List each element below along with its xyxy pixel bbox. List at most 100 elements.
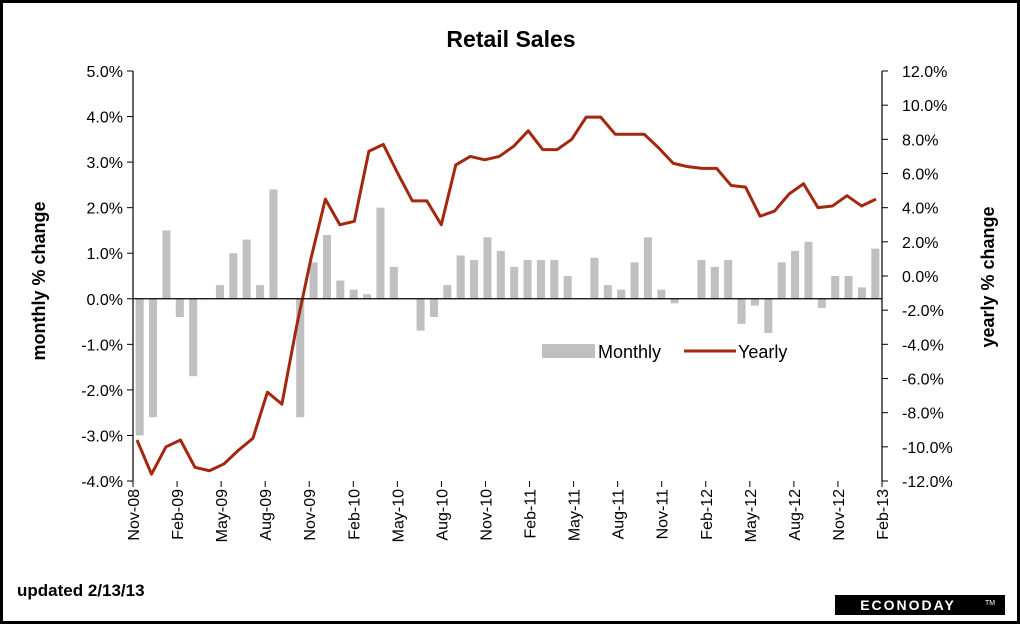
left-axis-title: monthly % change xyxy=(29,201,49,360)
right-tick-label: -6.0% xyxy=(902,372,944,389)
left-tick-label: -4.0% xyxy=(81,474,123,491)
right-tick-label: 0.0% xyxy=(902,269,938,286)
yearly-line-layer xyxy=(135,115,877,476)
legend: Monthly Yearly xyxy=(542,342,787,362)
left-tick-label: 2.0% xyxy=(87,201,123,218)
left-tick-label: -1.0% xyxy=(81,337,123,354)
x-tick-label: Feb-12 xyxy=(699,489,716,540)
monthly-bar xyxy=(657,289,666,299)
monthly-bar xyxy=(483,237,492,299)
x-tick-label: Feb-09 xyxy=(170,489,187,540)
monthly-bar xyxy=(296,298,305,418)
chart-svg: Retail Sales 5.0% 4.0% 3.0% 2.0% 1.0% 0.0% -1.… xyxy=(17,26,1005,615)
x-tick-label: Nov-10 xyxy=(478,489,495,541)
left-tick-label: -2.0% xyxy=(81,383,123,400)
monthly-bar xyxy=(817,298,826,308)
x-tick-label: Nov-08 xyxy=(126,489,143,541)
right-tick-label: 4.0% xyxy=(902,201,938,218)
monthly-bar xyxy=(804,241,813,299)
right-tick-label: 12.0% xyxy=(902,64,947,81)
right-tick-label: -10.0% xyxy=(902,440,953,457)
right-tick-label: -4.0% xyxy=(902,337,944,354)
monthly-bar xyxy=(630,262,639,299)
monthly-bar xyxy=(376,207,385,299)
monthly-bar xyxy=(349,289,358,299)
right-tick-label: 2.0% xyxy=(902,235,938,252)
yearly-line xyxy=(135,115,877,476)
monthly-bar xyxy=(256,285,265,299)
monthly-bar xyxy=(242,239,251,299)
monthly-bar xyxy=(777,262,786,299)
left-tick-label: 1.0% xyxy=(87,246,123,263)
monthly-bar xyxy=(416,298,425,331)
monthly-bar xyxy=(149,298,158,418)
x-tick-label: Aug-11 xyxy=(611,489,628,540)
monthly-bar xyxy=(496,250,505,299)
monthly-bar xyxy=(603,285,612,299)
logo-text: ECONODAY xyxy=(860,597,956,613)
monthly-bar xyxy=(322,235,331,299)
chart-title: Retail Sales xyxy=(446,26,575,52)
monthly-bar xyxy=(309,262,318,299)
monthly-bars xyxy=(135,189,880,436)
monthly-bar xyxy=(831,276,840,299)
right-tick-label: 8.0% xyxy=(902,132,938,149)
monthly-bar xyxy=(135,298,144,436)
monthly-bar xyxy=(456,255,465,299)
left-axis-ticks: 5.0% 4.0% 3.0% 2.0% 1.0% 0.0% -1.0% -2.0% -3.0% -… xyxy=(81,64,133,491)
monthly-bar xyxy=(215,285,224,299)
monthly-bar xyxy=(764,298,773,333)
monthly-bar xyxy=(510,266,519,299)
legend-yearly-label: Yearly xyxy=(738,342,787,362)
left-tick-label: 4.0% xyxy=(87,110,123,127)
monthly-bar xyxy=(563,276,572,299)
x-tick-label: Nov-11 xyxy=(655,489,672,539)
x-tick-label: May-11 xyxy=(567,489,584,541)
left-tick-label: 3.0% xyxy=(87,155,123,172)
x-tick-label: Aug-12 xyxy=(787,489,804,541)
x-tick-label: Feb-11 xyxy=(523,489,540,539)
legend-monthly-swatch xyxy=(542,344,595,358)
monthly-bar xyxy=(336,280,345,299)
right-tick-label: -12.0% xyxy=(902,474,953,491)
monthly-bar xyxy=(523,260,532,299)
monthly-bar xyxy=(470,260,479,299)
monthly-bar xyxy=(536,260,545,299)
right-tick-label: -2.0% xyxy=(902,303,944,320)
legend-monthly-label: Monthly xyxy=(598,342,661,362)
x-tick-label: Aug-10 xyxy=(434,489,451,541)
x-tick-label: May-10 xyxy=(390,489,407,542)
monthly-bar xyxy=(791,250,800,299)
monthly-bar xyxy=(710,266,719,299)
right-tick-label: -8.0% xyxy=(902,406,944,423)
monthly-bar xyxy=(737,298,746,324)
left-tick-label: 0.0% xyxy=(87,292,123,309)
monthly-bar xyxy=(857,287,866,299)
monthly-bar xyxy=(189,298,198,377)
right-tick-label: 6.0% xyxy=(902,167,938,184)
x-tick-label: Nov-09 xyxy=(302,489,319,541)
x-axis-ticks: Nov-08 Feb-09 May-09 Aug-09 Nov-09 Feb-10 May-… xyxy=(126,481,892,542)
logo-tm: TM xyxy=(985,600,995,607)
monthly-bar xyxy=(429,298,438,317)
x-tick-label: May-12 xyxy=(743,489,760,542)
monthly-bar xyxy=(175,298,184,317)
monthly-bar xyxy=(162,230,171,299)
monthly-bar xyxy=(643,237,652,299)
logo-background xyxy=(835,595,1005,615)
x-tick-label: Nov-12 xyxy=(831,489,848,541)
monthly-bar xyxy=(443,285,452,299)
monthly-bar xyxy=(670,298,679,304)
monthly-bar xyxy=(724,260,733,299)
monthly-bar xyxy=(269,189,278,299)
x-tick-label: Feb-13 xyxy=(875,489,892,540)
monthly-bar xyxy=(389,266,398,299)
left-tick-label: -3.0% xyxy=(81,428,123,445)
monthly-bar xyxy=(871,248,880,299)
monthly-bar xyxy=(844,276,853,299)
right-axis-title: yearly % change xyxy=(978,206,998,347)
monthly-bar xyxy=(550,260,559,299)
monthly-bar xyxy=(697,260,706,299)
monthly-bar xyxy=(590,257,599,299)
